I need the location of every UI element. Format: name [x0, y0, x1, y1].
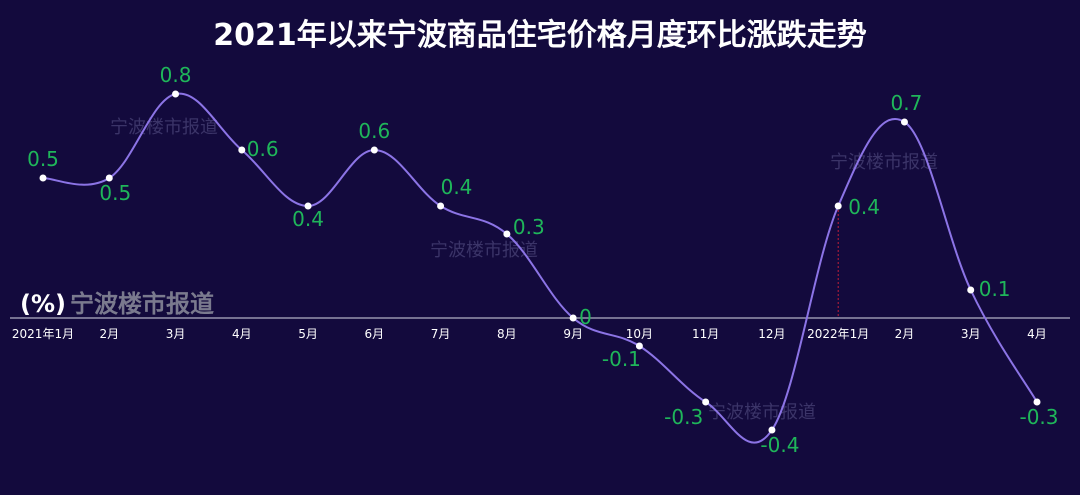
data-label: 0.7	[891, 91, 923, 115]
data-point	[569, 314, 577, 322]
data-label: 0	[579, 305, 592, 329]
data-point	[702, 398, 710, 406]
data-label: 0.8	[160, 63, 192, 87]
data-label: -0.4	[760, 433, 799, 457]
x-tick-label: 6月	[365, 327, 385, 341]
x-tick-label: 5月	[298, 327, 318, 341]
data-label: 0.4	[848, 195, 880, 219]
chart-title: 2021年以来宁波商品住宅价格月度环比涨跌走势	[213, 18, 867, 53]
data-label: -0.3	[1019, 405, 1058, 429]
x-tick-label: 12月	[758, 327, 785, 341]
x-tick-label: 3月	[166, 327, 186, 341]
data-labels: 0.5 0.5 0.8 0.6 0.4 0.6 0.4 0.3 0 -0.1 -0.3 -0.4 0.4…	[27, 63, 1058, 457]
x-tick-label: 3月	[961, 327, 981, 341]
x-tick-label: 7月	[431, 327, 451, 341]
source-label: 宁波楼市报道	[69, 290, 214, 318]
x-tick-label: 2022年1月	[807, 327, 869, 341]
data-label: 0.1	[979, 277, 1011, 301]
data-label: 0.5	[99, 181, 131, 205]
x-tick-label: 2021年1月	[12, 327, 74, 341]
x-tick-labels: 2021年1月 2月 3月 4月 5月 6月 7月 8月 9月 10月 11月 12月 2022年1月 2…	[12, 327, 1047, 341]
data-point	[768, 426, 776, 434]
data-point	[238, 146, 246, 154]
series-line	[42, 92, 1038, 444]
data-label: -0.1	[602, 347, 641, 371]
unit-row: (%) 宁波楼市报道	[20, 284, 214, 319]
x-tick-label: 8月	[497, 327, 517, 341]
data-point	[370, 146, 378, 154]
data-points	[39, 90, 1041, 434]
watermark: 宁波楼市报道	[830, 152, 938, 173]
watermark: 宁波楼市报道	[430, 240, 538, 261]
data-point	[105, 174, 113, 182]
x-tick-label: 10月	[626, 327, 653, 341]
data-point	[635, 342, 643, 350]
data-point	[437, 202, 445, 210]
unit-label: (%)	[20, 290, 66, 318]
data-label: 0.3	[513, 215, 545, 239]
data-point	[304, 202, 312, 210]
data-label: -0.3	[664, 405, 703, 429]
x-tick-label: 4月	[1027, 327, 1047, 341]
x-tick-label: 4月	[232, 327, 252, 341]
data-label: 0.6	[358, 119, 390, 143]
data-point	[834, 202, 842, 210]
x-tick-label: 11月	[692, 327, 719, 341]
watermark: 宁波楼市报道	[110, 117, 218, 138]
data-point	[172, 90, 180, 98]
x-tick-label: 2月	[895, 327, 915, 341]
data-point	[900, 118, 908, 126]
x-tick-label: 9月	[563, 327, 583, 341]
data-label: 0.4	[292, 207, 324, 231]
data-label: 0.6	[247, 137, 279, 161]
data-label: 0.5	[27, 147, 59, 171]
data-point	[39, 174, 47, 182]
data-point	[967, 286, 975, 294]
x-tick-label: 2月	[99, 327, 119, 341]
data-point	[1033, 398, 1041, 406]
data-point	[503, 230, 511, 238]
watermark: 宁波楼市报道	[708, 402, 816, 423]
data-label: 0.4	[441, 175, 473, 199]
